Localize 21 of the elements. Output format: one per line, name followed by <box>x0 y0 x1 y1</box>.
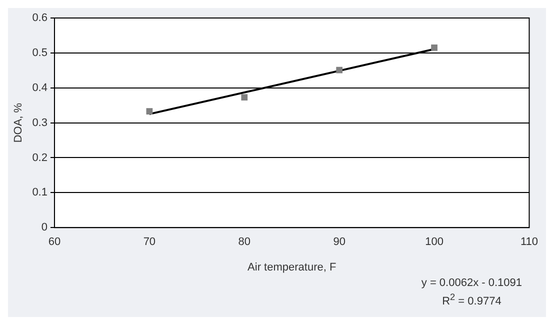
y-tick-label: 0.5 <box>32 46 48 59</box>
y-axis-title: DOA, % <box>12 102 25 143</box>
text: y = 0.0062x - 0.1091 <box>421 276 522 290</box>
x-tick-label: 110 <box>520 236 538 248</box>
x-tick-label: 100 <box>425 236 444 248</box>
y-tick-label: 0.6 <box>32 12 48 24</box>
point <box>336 66 343 74</box>
x-axis-title: Air temperature, F <box>248 261 336 274</box>
x-tick-label: 80 <box>238 236 251 248</box>
text: R$^{2}$ = 0.9774 <box>441 291 502 309</box>
y-tick-label: 0.1 <box>32 186 48 199</box>
point <box>146 108 153 114</box>
y-tick-label: 0.3 <box>32 116 48 129</box>
y-tick-label: 0.2 <box>32 152 48 164</box>
x-tick-label: 70 <box>143 236 156 248</box>
point <box>241 94 248 100</box>
y-tick-label: 0 <box>41 222 48 234</box>
y-tick-label: 0.4 <box>32 82 48 94</box>
x-tick-label: 60 <box>48 236 61 248</box>
point <box>431 44 438 51</box>
x-tick-label: 90 <box>333 236 346 248</box>
